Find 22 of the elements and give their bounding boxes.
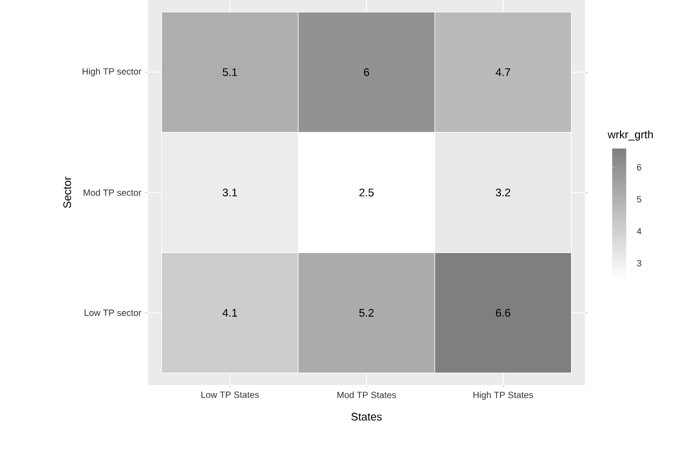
color-bar-title: wrkr_grth [608,130,653,141]
x-tick-label: Mod TP States [337,392,396,398]
data-label: 5.2 [359,308,374,317]
y-tick-label: High TP sector [82,68,142,76]
data-label: 6 [364,68,370,76]
data-label: 6.6 [496,308,510,317]
y-tick-label: Low TP sector [84,310,142,316]
color-bar-label: 6 [637,164,642,170]
x-tick-label: Low TP States [201,392,259,398]
color-bar-label: 4 [636,228,642,234]
data-label: 5.1 [222,68,238,76]
color-bar-label: 5 [636,196,642,202]
x-axis-title: States [351,412,382,421]
data-label: 2.5 [359,188,374,196]
x-tick-label: High TP States [474,392,533,400]
color-bar-label: 3 [636,260,642,266]
y-tick-label: Mod TP sector [84,189,142,196]
data-label: 3.1 [222,188,238,196]
y-axis-title: Sector [63,176,72,208]
data-label: 4.7 [496,68,510,76]
data-label: 4.1 [222,309,238,317]
data-label: 3.2 [496,188,510,196]
